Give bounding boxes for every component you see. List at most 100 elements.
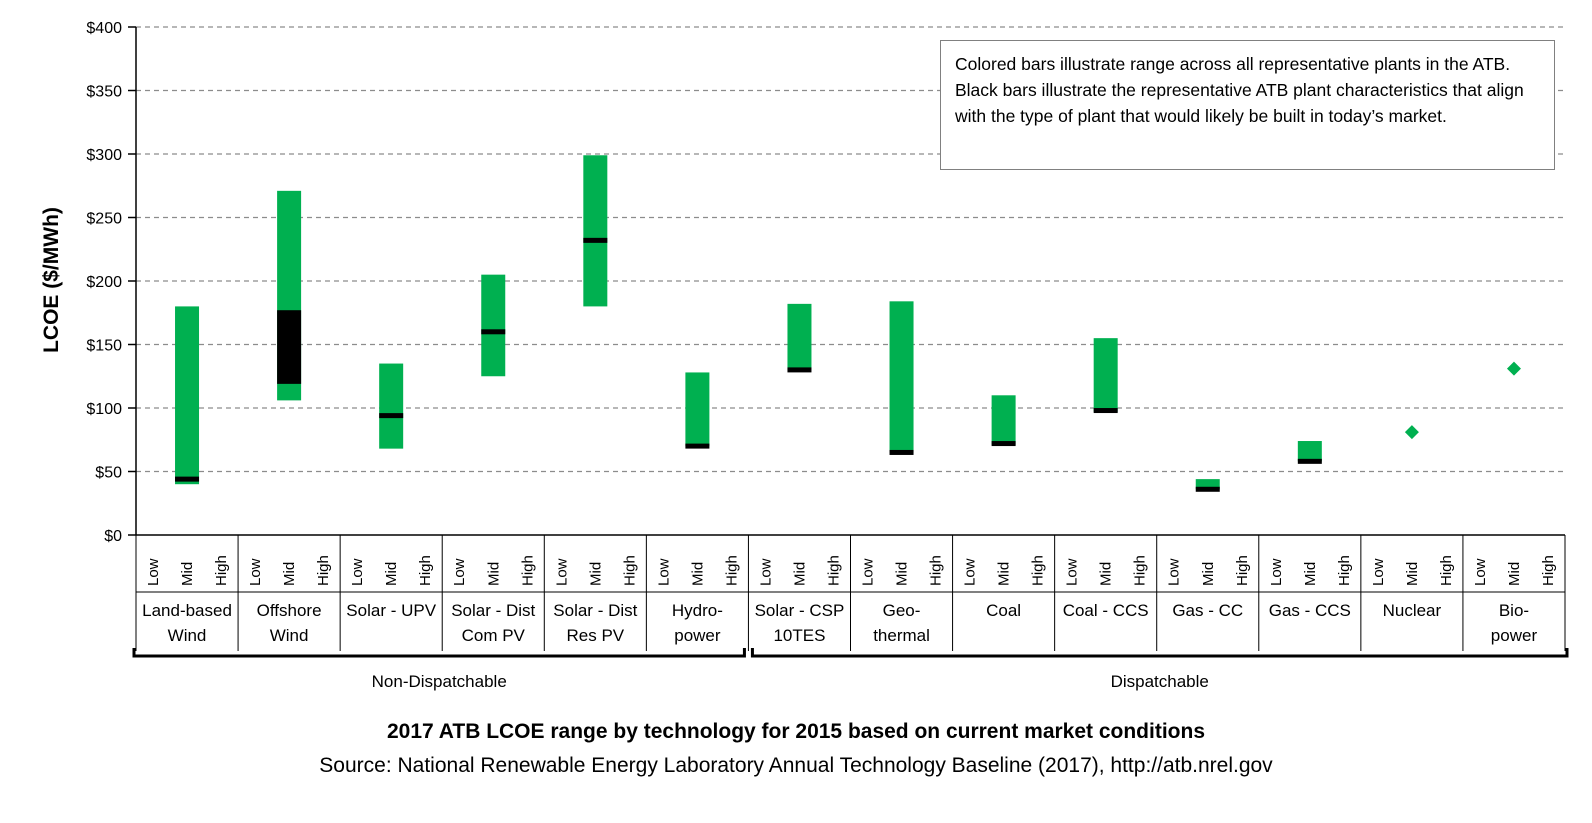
range-bar [1093, 338, 1118, 412]
sub-category-label: Low [1370, 558, 1387, 586]
sub-category-label: Low [1268, 558, 1285, 586]
category-label: Coal - CCS [1063, 601, 1149, 620]
sub-category-label: Low [757, 558, 774, 586]
y-tick-label: $50 [95, 465, 122, 482]
sub-category-label: Mid [1200, 562, 1217, 586]
sub-category-label: Low [247, 558, 264, 586]
chart-title: 2017 ATB LCOE range by technology for 20… [387, 720, 1205, 743]
category-label: Land-based [142, 601, 232, 620]
category-label: Com PV [462, 626, 526, 645]
group-label: Dispatchable [1111, 672, 1209, 691]
category-label: Wind [270, 626, 309, 645]
sub-category-label: High [1336, 555, 1353, 586]
sub-category-label: Low [145, 558, 162, 586]
sub-category-label: High [519, 555, 536, 586]
y-tick-label: $400 [86, 20, 122, 37]
range-bar [787, 303, 812, 370]
y-tick-label: $350 [86, 84, 122, 101]
category-label: Solar - CSP [755, 601, 845, 620]
sub-category-label: High [1540, 555, 1557, 586]
sub-category-label: Mid [1098, 562, 1115, 586]
sub-category-label: High [1234, 555, 1251, 586]
sub-category-label: Low [451, 558, 468, 586]
sub-category-label: High [417, 555, 434, 586]
category-label: Gas - CCS [1269, 601, 1351, 620]
category-label: Offshore [257, 601, 322, 620]
sub-category-label: Low [1064, 558, 1081, 586]
category-label: Res PV [567, 626, 625, 645]
sub-category-label: Mid [587, 562, 604, 586]
sub-category-label: Low [1166, 558, 1183, 586]
representative-bar [889, 449, 914, 455]
y-tick-label: $300 [86, 147, 122, 164]
range-bar [379, 363, 404, 449]
representative-bar [1195, 486, 1220, 492]
sub-category-label: High [928, 555, 945, 586]
category-label: thermal [873, 626, 930, 645]
representative-bar [685, 443, 710, 449]
sub-category-label: High [1438, 555, 1455, 586]
sub-category-label: Low [655, 558, 672, 586]
representative-bar [277, 310, 302, 384]
y-tick-label: $0 [104, 528, 122, 545]
range-bar [175, 306, 200, 485]
range-bar [1195, 479, 1220, 490]
category-label: Wind [168, 626, 207, 645]
range-bar [1297, 441, 1322, 462]
y-tick-label: $200 [86, 274, 122, 291]
sub-category-label: High [723, 555, 740, 586]
sub-category-label: Low [962, 558, 979, 586]
sub-category-label: High [1030, 555, 1047, 586]
range-bars [175, 155, 1521, 492]
sub-category-label: High [621, 555, 638, 586]
sub-category-label: Mid [281, 562, 298, 586]
y-axis-label: LCOE ($/MWh) [40, 207, 63, 353]
representative-bar [1297, 458, 1322, 464]
sub-category-label: Mid [791, 562, 808, 586]
group-label: Non-Dispatchable [372, 672, 507, 691]
category-label: Solar - Dist [451, 601, 535, 620]
range-bar [685, 372, 710, 447]
range-bar [583, 155, 608, 307]
point-marker [1506, 361, 1521, 376]
chart-source: Source: National Renewable Energy Labora… [319, 754, 1273, 777]
category-label: Geo- [883, 601, 921, 620]
sub-category-label: Mid [383, 562, 400, 586]
y-tick-label: $250 [86, 211, 122, 228]
legend-note: Colored bars illustrate range across all… [940, 40, 1555, 170]
axes: $0 $50 $100 $150 $200 $250 $300 $350 $400 [86, 20, 1565, 545]
sub-category-label: Low [1472, 558, 1489, 586]
point-marker [1404, 425, 1419, 440]
sub-category-label: High [315, 555, 332, 586]
sub-category-label: Mid [1404, 562, 1421, 586]
category-label: 10TES [773, 626, 825, 645]
sub-category-label: Mid [689, 562, 706, 586]
category-label: Hydro- [672, 601, 723, 620]
category-label: Bio- [1499, 601, 1529, 620]
group-bracket [132, 648, 746, 658]
category-label: Coal [986, 601, 1021, 620]
y-tick-label: $150 [86, 338, 122, 355]
range-bar [991, 395, 1016, 445]
range-bar [481, 274, 506, 377]
range-bar [889, 301, 914, 453]
sub-category-label: Mid [485, 562, 502, 586]
representative-bar [1093, 408, 1118, 414]
sub-category-label: High [825, 555, 842, 586]
sub-category-label: Mid [1302, 562, 1319, 586]
category-axis: Low Mid High Land-based Wind Low Mid High Offsho… [132, 535, 1569, 691]
group-bracket [750, 648, 1569, 658]
representative-bar [481, 329, 506, 335]
representative-bar [583, 237, 608, 243]
category-label: Nuclear [1383, 601, 1442, 620]
sub-category-label: High [1132, 555, 1149, 586]
sub-category-label: Mid [894, 562, 911, 586]
gridlines [136, 26, 1565, 473]
category-label: power [674, 626, 721, 645]
category-label: Solar - UPV [346, 601, 436, 620]
sub-category-label: Low [349, 558, 366, 586]
sub-category-label: Mid [1506, 562, 1523, 586]
sub-category-label: Mid [179, 562, 196, 586]
category-label: Gas - CC [1172, 601, 1243, 620]
